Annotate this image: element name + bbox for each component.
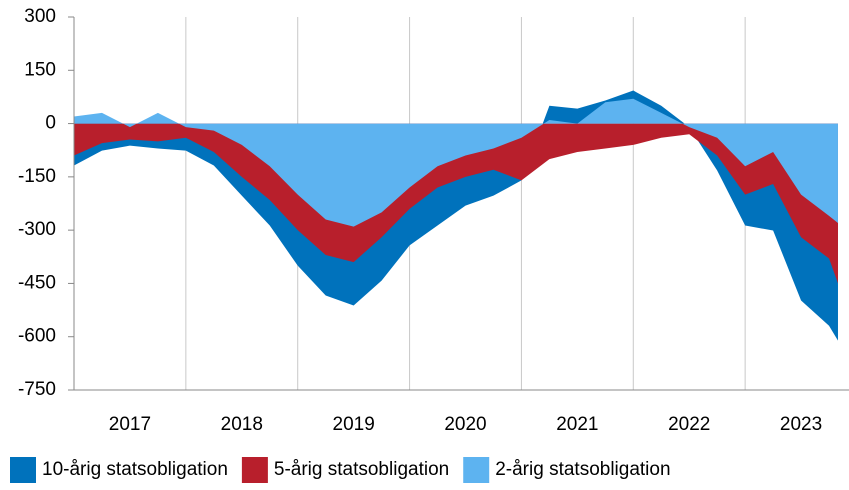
area xyxy=(74,123,838,284)
x-tick-label: 2022 xyxy=(668,414,710,435)
x-tick-label: 2019 xyxy=(333,414,375,435)
legend-swatch xyxy=(463,457,490,483)
y-tick-label: -750 xyxy=(18,379,56,400)
legend-label: 10-årig statsobligation xyxy=(42,459,228,480)
legend-swatch xyxy=(10,457,36,483)
legend-label: 5-årig statsobligation xyxy=(274,459,449,480)
y-tick-label: -300 xyxy=(18,219,56,240)
x-tick-label: 2020 xyxy=(444,414,486,435)
y-tick-label: 150 xyxy=(24,59,56,80)
x-tick-label: 2021 xyxy=(556,414,598,435)
y-tick-label: -450 xyxy=(18,272,56,293)
area xyxy=(74,98,838,227)
y-tick-label: 0 xyxy=(45,113,56,134)
y-tick-label: -150 xyxy=(18,166,56,187)
x-tick-label: 2018 xyxy=(221,414,263,435)
x-tick-label: 2023 xyxy=(780,414,822,435)
legend-swatch xyxy=(241,457,268,483)
y-tick-label: -600 xyxy=(18,326,56,347)
x-tick-label: 2017 xyxy=(109,414,151,435)
y-tick-label: 300 xyxy=(24,6,56,27)
legend-label: 2-årig statsobligation xyxy=(495,459,670,480)
